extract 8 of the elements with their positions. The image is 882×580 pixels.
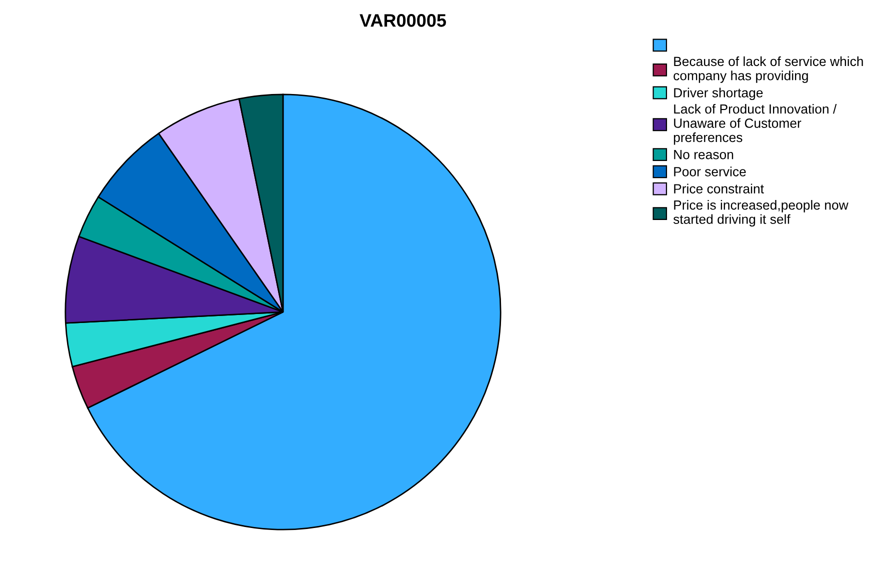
legend-label: Price constraint xyxy=(674,184,764,194)
chart-title: VAR00005 xyxy=(360,14,446,27)
legend-label: Price is increased,people now started driving it self xyxy=(673,200,848,227)
legend-label: Driver shortage xyxy=(674,88,763,100)
legend-label: Lack of Product Innovation / Unaware of Customer preferences xyxy=(674,104,837,145)
legend-label: No reason xyxy=(674,150,734,160)
legend-label: Poor service xyxy=(674,166,746,176)
legend-label: Because of lack of service which company has providing xyxy=(674,56,863,83)
